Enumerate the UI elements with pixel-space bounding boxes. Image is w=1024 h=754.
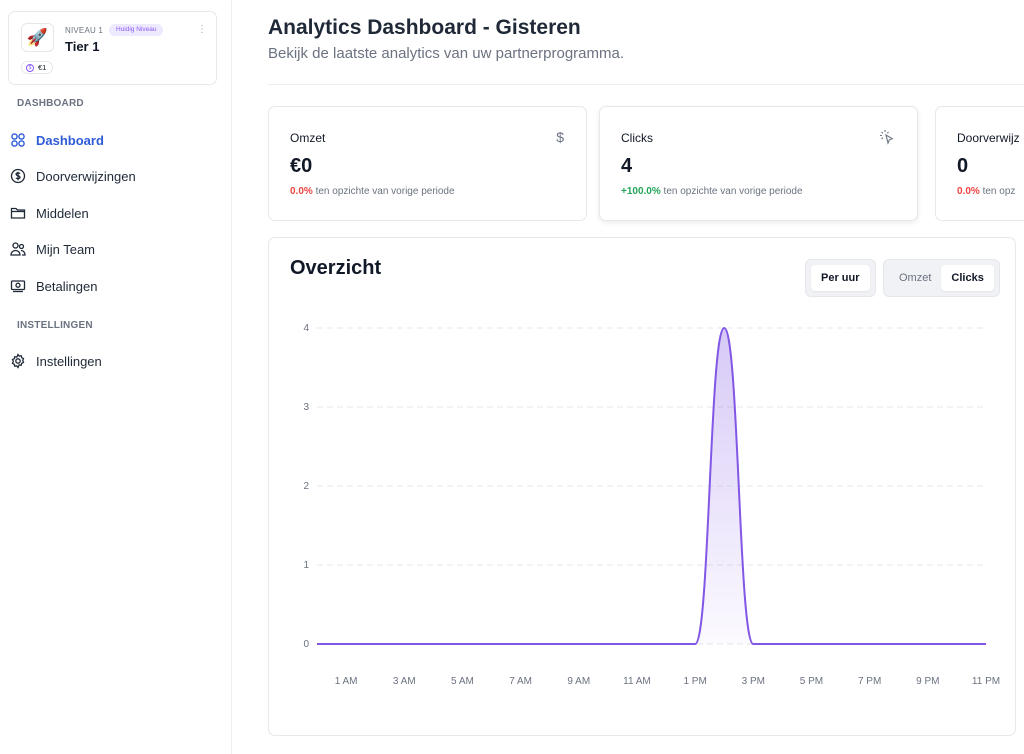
- sidebar-item-middelen[interactable]: Middelen: [10, 200, 220, 226]
- series-line-clicks: [317, 326, 986, 645]
- sidebar-item-dashboard[interactable]: Dashboard: [10, 127, 220, 153]
- y-tick-label: 0: [303, 639, 309, 650]
- sidebar-item-mijn-team[interactable]: Mijn Team: [10, 236, 220, 262]
- rocket-icon: 🚀: [21, 23, 54, 52]
- x-tick-label: 9 AM: [567, 676, 590, 687]
- sidebar: 🚀 NIVEAU 1 Huidig Niveau Tier 1 ⋮ $ €1 D…: [0, 0, 232, 754]
- change-percent: 0.0%: [290, 186, 313, 197]
- change-note: ten opz: [982, 186, 1016, 197]
- x-tick-label: 7 AM: [509, 676, 532, 687]
- stat-change: 0.0% ten opz: [957, 186, 1015, 197]
- x-tick-label: 9 PM: [916, 676, 939, 687]
- sidebar-item-label: Dashboard: [36, 132, 104, 148]
- dollar-icon: $: [556, 129, 564, 145]
- section-label-instellingen: INSTELLINGEN: [17, 320, 93, 331]
- stat-label: Clicks: [621, 131, 653, 145]
- metric-omzet-button[interactable]: Omzet: [899, 272, 932, 284]
- y-tick-label: 1: [303, 560, 309, 571]
- chart-title: Overzicht: [290, 257, 382, 279]
- x-tick-label: 5 PM: [800, 676, 823, 687]
- clicks-area-chart: 0 1 2 3 4 1 AM 3 AM 5 AM 7 AM 9 AM 11 AM 1 PM 3 PM 5…: [303, 323, 1000, 687]
- sidebar-item-instellingen[interactable]: Instellingen: [10, 348, 220, 374]
- users-icon: [10, 242, 26, 256]
- section-label-dashboard: DASHBOARD: [17, 98, 84, 109]
- tier-level: NIVEAU 1: [65, 26, 104, 35]
- banknote-icon: [10, 280, 26, 293]
- x-tick-label: 11 AM: [623, 676, 651, 687]
- change-percent: 0.0%: [957, 186, 980, 197]
- main-content: Analytics Dashboard - Gisteren Bekijk de…: [233, 0, 1024, 754]
- per-hour-button[interactable]: Per uur: [811, 265, 870, 291]
- sidebar-item-label: Middelen: [36, 205, 89, 221]
- current-level-badge: Huidig Niveau: [109, 24, 164, 36]
- change-note: ten opzichte van vorige periode: [663, 186, 803, 197]
- stat-value: 4: [621, 155, 633, 177]
- divider: [268, 84, 1024, 85]
- dollar-circle-icon: [10, 168, 26, 184]
- sidebar-item-doorverwijzingen[interactable]: Doorverwijzingen: [10, 163, 220, 189]
- x-tick-label: 7 PM: [858, 676, 881, 687]
- tier-amount: €1: [38, 63, 47, 72]
- sidebar-item-betalingen[interactable]: Betalingen: [10, 273, 220, 299]
- tier-card[interactable]: 🚀 NIVEAU 1 Huidig Niveau Tier 1 ⋮ $ €1: [8, 11, 217, 85]
- x-tick-label: 3 PM: [742, 676, 765, 687]
- metric-clicks-button[interactable]: Clicks: [941, 265, 994, 291]
- sidebar-item-label: Doorverwijzingen: [36, 168, 136, 184]
- folder-icon: [10, 207, 26, 219]
- stat-label: Omzet: [290, 131, 326, 145]
- sidebar-item-label: Mijn Team: [36, 241, 96, 257]
- more-options-icon[interactable]: ⋮: [197, 24, 207, 35]
- x-tick-label: 5 AM: [451, 676, 474, 687]
- sidebar-item-label: Betalingen: [36, 278, 98, 294]
- change-percent: +100.0%: [621, 186, 661, 197]
- pointer-click-icon: [880, 130, 894, 145]
- x-tick-label: 1 AM: [335, 676, 358, 687]
- y-tick-label: 4: [303, 323, 309, 334]
- x-tick-label: 11 PM: [972, 676, 1000, 687]
- grid-icon: [11, 133, 25, 147]
- stat-card-omzet: Omzet $ €0 0.0% ten opzichte van vorige …: [268, 106, 587, 221]
- change-note: ten opzichte van vorige periode: [315, 186, 455, 197]
- tier-name: Tier 1: [65, 39, 100, 54]
- stat-change: 0.0% ten opzichte van vorige periode: [290, 186, 455, 197]
- tier-amount-pill: $ €1: [21, 61, 54, 74]
- stat-change: +100.0% ten opzichte van vorige periode: [621, 186, 803, 197]
- stat-card-doorverwijzingen: Doorverwijz 0 0.0% ten opz: [935, 106, 1024, 221]
- metric-toggle: Omzet Clicks: [883, 259, 1000, 297]
- stat-label: Doorverwijz: [957, 131, 1020, 145]
- x-tick-label: 1 PM: [683, 676, 706, 687]
- sidebar-item-label: Instellingen: [36, 353, 102, 369]
- page-title: Analytics Dashboard - Gisteren: [268, 16, 581, 39]
- overview-card: Overzicht Per uur Omzet Clicks 0 1 2 3 4 1 A…: [268, 237, 1016, 736]
- interval-toggle: Per uur: [805, 259, 876, 297]
- stat-value: €0: [290, 155, 313, 177]
- stat-card-clicks: Clicks 4 +100.0% ten opzichte van vorige…: [599, 106, 918, 221]
- gear-icon: [11, 353, 25, 369]
- y-tick-label: 2: [303, 481, 309, 492]
- x-tick-label: 3 AM: [393, 676, 416, 687]
- coin-icon: $: [26, 63, 34, 72]
- y-tick-label: 3: [303, 402, 309, 413]
- page-subtitle: Bekijk de laatste analytics van uw partn…: [268, 45, 625, 62]
- stat-value: 0: [957, 155, 969, 177]
